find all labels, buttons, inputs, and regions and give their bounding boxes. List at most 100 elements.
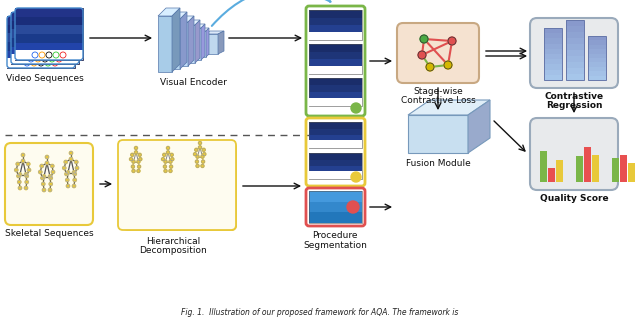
Circle shape bbox=[202, 160, 205, 163]
Bar bbox=[544, 64, 562, 69]
Polygon shape bbox=[158, 8, 180, 16]
Circle shape bbox=[139, 158, 142, 161]
Circle shape bbox=[169, 160, 172, 163]
Circle shape bbox=[351, 172, 361, 182]
Bar bbox=[566, 20, 584, 26]
Circle shape bbox=[201, 155, 204, 158]
Circle shape bbox=[170, 153, 173, 156]
Bar bbox=[544, 54, 562, 59]
Bar bbox=[11, 47, 79, 55]
Bar bbox=[540, 151, 547, 182]
Bar bbox=[566, 50, 584, 56]
Text: Contrastive: Contrastive bbox=[545, 92, 604, 101]
Bar bbox=[309, 166, 362, 172]
Polygon shape bbox=[198, 28, 209, 31]
Circle shape bbox=[347, 201, 359, 213]
Bar bbox=[309, 32, 362, 40]
Bar bbox=[11, 21, 79, 29]
Bar bbox=[588, 76, 606, 80]
Circle shape bbox=[137, 160, 140, 163]
Bar bbox=[566, 44, 584, 50]
Circle shape bbox=[42, 175, 45, 178]
Bar bbox=[309, 141, 362, 148]
Bar bbox=[11, 29, 79, 38]
Bar bbox=[544, 69, 562, 75]
Bar bbox=[11, 12, 79, 21]
Circle shape bbox=[202, 148, 205, 151]
Circle shape bbox=[27, 162, 30, 166]
Bar bbox=[620, 155, 627, 182]
Bar bbox=[158, 16, 172, 72]
Circle shape bbox=[73, 172, 76, 176]
Circle shape bbox=[161, 158, 164, 161]
Bar bbox=[15, 43, 83, 51]
Bar bbox=[309, 44, 362, 74]
Bar bbox=[544, 38, 562, 44]
Bar bbox=[556, 160, 563, 182]
Circle shape bbox=[164, 169, 167, 172]
Bar bbox=[544, 49, 562, 54]
Polygon shape bbox=[204, 31, 224, 34]
Bar bbox=[309, 129, 362, 135]
Circle shape bbox=[67, 184, 70, 188]
Polygon shape bbox=[206, 28, 209, 57]
Circle shape bbox=[16, 162, 19, 166]
Bar bbox=[7, 42, 75, 51]
Bar bbox=[15, 34, 83, 43]
Bar bbox=[309, 135, 362, 141]
Circle shape bbox=[201, 164, 204, 168]
Circle shape bbox=[193, 152, 196, 156]
Bar bbox=[309, 10, 362, 17]
Bar bbox=[309, 99, 362, 106]
Bar bbox=[309, 172, 362, 179]
Polygon shape bbox=[195, 20, 200, 63]
Circle shape bbox=[40, 164, 44, 168]
Circle shape bbox=[131, 165, 134, 168]
Bar bbox=[177, 22, 188, 66]
Bar bbox=[15, 8, 83, 17]
Bar bbox=[566, 20, 584, 80]
Text: Fig. 1.  Illustration of our proposed framework for AQA. The framework is: Fig. 1. Illustration of our proposed fra… bbox=[181, 308, 459, 317]
Circle shape bbox=[203, 152, 206, 156]
Bar bbox=[588, 71, 606, 76]
Text: Quality Score: Quality Score bbox=[540, 194, 608, 203]
Bar bbox=[309, 66, 362, 74]
Bar bbox=[309, 122, 362, 148]
Circle shape bbox=[196, 155, 199, 158]
Circle shape bbox=[138, 153, 141, 156]
Bar bbox=[309, 171, 362, 179]
Circle shape bbox=[42, 188, 45, 192]
Bar bbox=[566, 74, 584, 80]
Text: Hierarchical: Hierarchical bbox=[146, 237, 200, 246]
Circle shape bbox=[49, 176, 52, 180]
Circle shape bbox=[42, 182, 45, 186]
Bar bbox=[588, 36, 606, 80]
Circle shape bbox=[49, 182, 52, 186]
Text: Regression: Regression bbox=[546, 101, 602, 110]
Text: Contrastive Loss: Contrastive Loss bbox=[401, 96, 476, 105]
Circle shape bbox=[25, 180, 28, 184]
Bar bbox=[309, 25, 362, 33]
Circle shape bbox=[65, 178, 69, 182]
Polygon shape bbox=[168, 12, 187, 19]
Bar bbox=[628, 163, 635, 182]
Circle shape bbox=[63, 166, 66, 170]
Bar bbox=[309, 51, 362, 59]
Bar bbox=[588, 62, 606, 67]
FancyBboxPatch shape bbox=[118, 140, 236, 230]
Bar bbox=[566, 26, 584, 32]
Bar bbox=[168, 19, 180, 69]
Bar bbox=[7, 59, 75, 68]
Circle shape bbox=[41, 176, 44, 180]
Circle shape bbox=[198, 146, 202, 149]
Circle shape bbox=[426, 63, 434, 71]
Bar bbox=[544, 75, 562, 80]
Bar bbox=[309, 191, 362, 202]
Bar bbox=[192, 28, 201, 60]
Polygon shape bbox=[180, 12, 187, 69]
Bar bbox=[7, 16, 75, 68]
Polygon shape bbox=[408, 100, 490, 115]
Circle shape bbox=[49, 188, 52, 192]
Bar bbox=[309, 85, 362, 92]
Bar bbox=[588, 58, 606, 62]
